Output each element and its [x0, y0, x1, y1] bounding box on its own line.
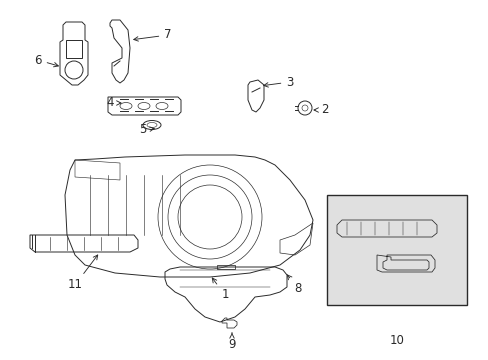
- Text: 5: 5: [139, 123, 154, 136]
- Text: 9: 9: [228, 333, 235, 351]
- Text: 1: 1: [212, 278, 228, 301]
- Bar: [326, 195, 466, 305]
- Text: 4: 4: [106, 96, 121, 109]
- Text: 11: 11: [67, 255, 98, 292]
- Text: 6: 6: [34, 54, 58, 67]
- Text: 7: 7: [134, 28, 171, 41]
- Text: 2: 2: [313, 104, 328, 117]
- Text: 3: 3: [263, 76, 293, 89]
- Text: 10: 10: [389, 333, 404, 346]
- Text: 8: 8: [287, 275, 301, 294]
